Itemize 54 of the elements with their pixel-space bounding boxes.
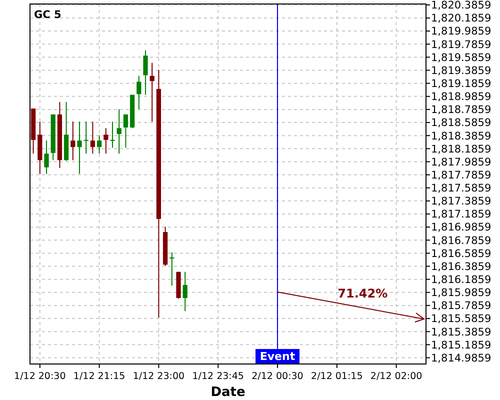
candlestick (136, 75, 142, 110)
candlestick (116, 108, 122, 154)
y-tick-label: 1,819.7859 (431, 38, 492, 51)
y-tick-label: 1,817.3859 (431, 196, 492, 208)
y-tick-label: 1,818.9859 (431, 91, 492, 104)
candlestick (84, 121, 88, 154)
y-tick-label: 1,820.1859 (431, 12, 492, 25)
x-tick-label: 2/12 01:15 (311, 371, 363, 382)
x-tick-label: 1/12 23:00 (132, 371, 185, 382)
candlestick (90, 121, 96, 154)
candlestick (182, 271, 188, 312)
x-axis-title: Date (210, 385, 246, 400)
candlestick (44, 140, 49, 174)
y-tick-label: 1,819.5859 (431, 52, 492, 64)
ref-line-label: Event (260, 350, 296, 363)
x-tick-label: 1/12 23:45 (192, 371, 244, 382)
y-tick-label: 1,817.9859 (431, 156, 492, 168)
candlestick (143, 50, 148, 96)
y-tick-label: 1,815.5859 (431, 313, 492, 326)
candlestick (70, 121, 76, 161)
y-tick-label: 1,819.9859 (431, 26, 492, 38)
y-tick-label: 1,815.1859 (431, 339, 492, 352)
y-tick-label: 1,817.5859 (431, 182, 492, 195)
y-tick-label: 1,816.3859 (431, 260, 492, 273)
candlestick (123, 114, 128, 148)
candlestick (110, 121, 115, 148)
y-tick-label: 1,819.1859 (431, 78, 492, 90)
y-tick-label: 1,816.7859 (431, 234, 492, 247)
candlestick (77, 121, 82, 174)
y-tick-label: 1,819.3859 (431, 64, 492, 77)
candlestick (96, 134, 102, 154)
candlestick (104, 128, 108, 154)
y-tick-label: 1,817.1859 (431, 208, 492, 221)
y-tick-label: 1,818.7859 (431, 104, 492, 116)
text: GC 5 (34, 9, 62, 21)
x-tick-label: 2/12 02:00 (370, 371, 422, 382)
annotation: 71.42% (338, 286, 388, 300)
y-tick-label: 1,815.3859 (431, 326, 492, 338)
x-tick-label: 2/12 00:30 (252, 371, 304, 382)
candlestick (170, 252, 174, 286)
y-tick-label: 1,815.7859 (431, 300, 492, 312)
y-tick-label: 1,818.5859 (431, 117, 492, 130)
x-tick-label: 1/12 21:15 (73, 371, 126, 382)
y-tick-label: 1,815.9859 (431, 287, 492, 300)
y-tick-label: 1,816.1859 (431, 274, 492, 286)
y-tick-label: 1,816.5859 (431, 248, 492, 260)
x-tick-label: 1/12 20:30 (14, 371, 66, 382)
y-tick-label: 1,818.3859 (431, 130, 492, 142)
y-tick-label: 1,820.3859 (431, 0, 492, 12)
y-tick-label: 1,817.7859 (431, 169, 492, 182)
candlestick (150, 62, 154, 122)
y-tick-label: 1,814.9859 (431, 352, 492, 364)
y-tick-label: 1,818.1859 (431, 143, 492, 156)
y-tick-label: 1,816.9859 (431, 222, 492, 234)
